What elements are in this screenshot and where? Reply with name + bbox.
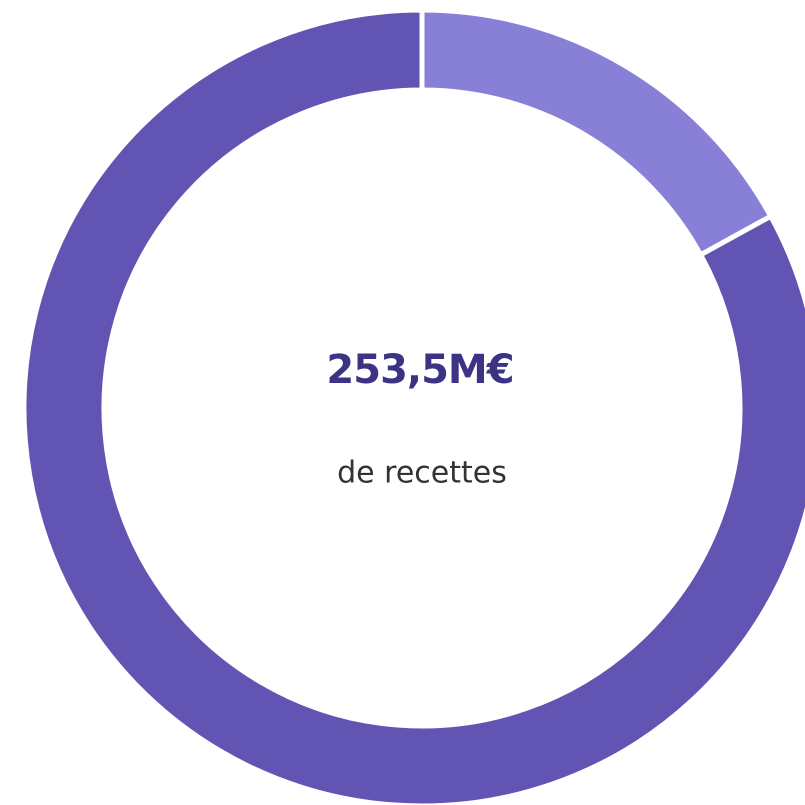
center-value: 253,5M€ — [326, 347, 513, 393]
donut-segment — [419, 7, 775, 259]
donut-segment — [21, 7, 805, 805]
center-label: de recettes — [337, 456, 507, 491]
donut — [21, 7, 805, 805]
